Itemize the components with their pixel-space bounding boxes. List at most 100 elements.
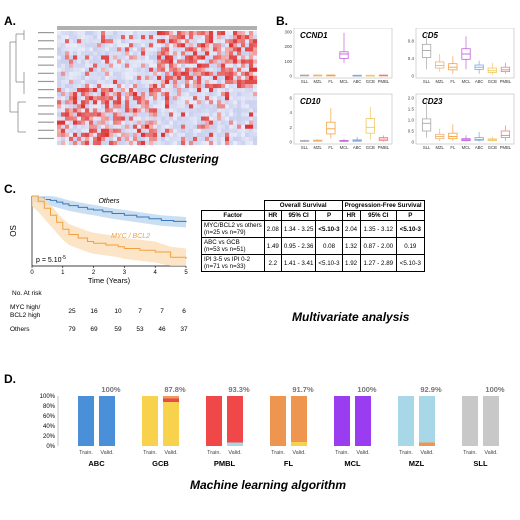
table-cell: 0.19 — [396, 237, 425, 255]
box-mcl: MCL — [461, 36, 471, 84]
table-cell: <5.10-3 — [396, 220, 425, 238]
category-label: ABC — [353, 79, 362, 84]
bar-segment — [270, 396, 286, 446]
box-pmbl: PMBL — [378, 135, 390, 150]
category-label: FL — [450, 79, 456, 84]
bar-segment — [227, 396, 243, 443]
table-corner — [201, 200, 265, 211]
accuracy-label: 87.8% — [164, 385, 186, 394]
box-abc: ABC — [474, 132, 484, 150]
category-label: SLL — [423, 145, 431, 150]
table-header-row: Factor HR 95% CI P HR 95% CI P — [201, 210, 425, 221]
column-annotation-bar — [57, 26, 257, 30]
bar-label: Train. — [79, 450, 93, 456]
accuracy-label: 100% — [101, 385, 121, 394]
ml-stacked-bar-chart: 0%20%40%60%80%100%Train. Valid.100%ABCTra… — [40, 385, 505, 468]
confidence-band — [32, 196, 186, 266]
column-header: 95% CI — [359, 210, 398, 221]
row-dendrogram — [9, 30, 26, 133]
category-label: ABC — [475, 79, 484, 84]
risk-count: 46 — [158, 326, 166, 333]
heatmap-cells — [57, 31, 258, 146]
factor-cell: ABC vs GCB (n=53 vs n=51) — [201, 237, 265, 255]
bar-label: Train. — [463, 450, 477, 456]
box-abc: ABC — [352, 74, 362, 84]
y-tick-label: 0 — [289, 74, 292, 79]
bar-segment — [419, 396, 435, 443]
risk-count: 16 — [90, 308, 98, 315]
y-tick-label: 1.5 — [408, 107, 415, 112]
category-label: MZL — [314, 145, 323, 150]
category-label: MCL — [340, 79, 350, 84]
risk-row-label: Others — [10, 326, 30, 333]
curve-label: MYC / BCL2 — [111, 233, 150, 240]
column-header: P — [315, 210, 343, 221]
boxplot-ccnd1: CCND1 0 100 200 300 SLL MZL FL MCL ABC GCB PMBL — [284, 28, 393, 84]
bar-label: Valid. — [484, 450, 498, 456]
panel-c-label: C. — [4, 182, 16, 196]
group-label: ABC — [88, 459, 105, 468]
risk-count: 53 — [136, 326, 144, 333]
risk-count: 37 — [180, 326, 188, 333]
y-tick-label: 100 — [284, 59, 292, 64]
bar-segment — [163, 402, 179, 446]
y-tick-label: 2.0 — [408, 96, 415, 101]
panel-c-caption: Multivariate analysis — [292, 310, 410, 324]
column-header: Factor — [201, 210, 265, 221]
bar-label: Valid. — [100, 450, 114, 456]
bar-segment — [291, 396, 307, 442]
table-cell: <5.10-3 — [315, 254, 343, 272]
factor-cell: IPI 3-5 vs IPI 0-2 (n=71 vs n=33) — [201, 254, 265, 272]
panel-a-caption: GCB/ABC Clustering — [100, 152, 219, 166]
box-pmbl: PMBL — [500, 125, 512, 150]
x-tick-label: 5 — [184, 270, 188, 276]
table-cell: 2.08 — [263, 220, 282, 238]
box-abc: ABC — [474, 60, 484, 84]
bar-segment — [99, 396, 115, 446]
risk-count: 79 — [68, 326, 76, 333]
x-tick-label: 2 — [92, 270, 96, 276]
boxplot-cd5: CD5 0 0.4 0.8 SLL MZL FL MCL ABC GCB PMBL — [408, 28, 515, 84]
table-cell: 0.87 - 2.00 — [359, 237, 398, 255]
group-label: MZL — [409, 459, 425, 468]
table-cell: 2.2 — [263, 254, 282, 272]
category-label: MCL — [462, 145, 472, 150]
box-fl: FL — [448, 124, 458, 150]
category-label: GCB — [488, 79, 497, 84]
table-cell: 1.32 — [341, 237, 361, 255]
table-cell: 1.49 — [263, 237, 282, 255]
risk-count: 6 — [182, 308, 186, 315]
heatmap-figure — [9, 26, 258, 146]
box-sll: SLL — [421, 32, 432, 84]
box-mzl: MZL — [313, 74, 323, 84]
box-fl: FL — [326, 74, 336, 84]
boxplot-frame — [415, 93, 515, 145]
group-label: FL — [284, 459, 294, 468]
table-cell: 1.35 - 3.12 — [359, 220, 398, 238]
y-tick-label: 20% — [43, 434, 56, 440]
category-label: FL — [328, 145, 334, 150]
panel-a-label: A. — [4, 14, 16, 28]
bar-segment — [142, 396, 158, 446]
risk-row-label: MYC high/ — [10, 304, 41, 311]
box-mcl: MCL — [339, 139, 349, 150]
group-label: MCL — [344, 459, 361, 468]
risk-count: 10 — [114, 308, 122, 315]
bar-segment — [78, 396, 94, 446]
column-header: HR — [263, 210, 282, 221]
y-tick-label: 1.0 — [408, 118, 415, 123]
box-sll: SLL — [421, 100, 432, 150]
bar-group-gcb: Train. Valid. 87.8% GCB — [142, 385, 186, 468]
category-label: FL — [328, 79, 334, 84]
category-label: GCB — [366, 79, 375, 84]
table-row: IPI 3-5 vs IPI 0-2 (n=71 vs n=33) 2.2 1.41 … — [201, 254, 425, 272]
risk-table: No. At risk MYC high/BCL2 high 25 16 10 7 7 6 O… — [10, 290, 200, 342]
km-curve-0: Others — [32, 195, 187, 228]
box-mzl: MZL — [435, 54, 445, 84]
column-header: P — [396, 210, 425, 221]
y-tick-label: 0 — [411, 74, 414, 79]
category-label: GCB — [366, 145, 375, 150]
box-fl: FL — [448, 56, 458, 84]
curve-label: Others — [98, 198, 120, 205]
bar-segment — [355, 396, 371, 446]
